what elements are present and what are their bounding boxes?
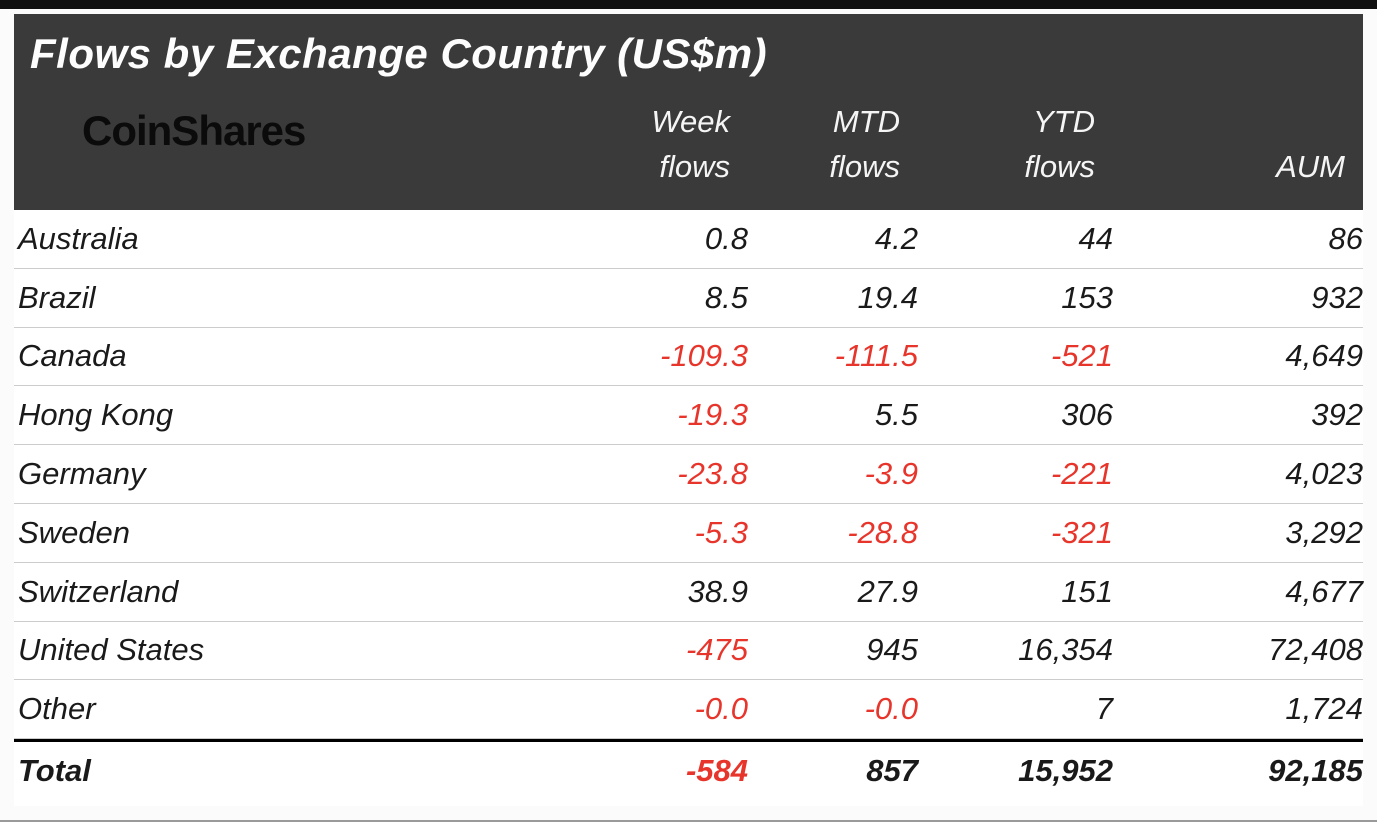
cell-value: -221 (1050, 456, 1113, 492)
table-row: Germany -23.8 -3.9 -221 4,023 (14, 445, 1363, 504)
cell-value: 0.8 (704, 220, 748, 256)
column-header-mtd: MTD flows (829, 104, 900, 185)
row-label: Germany (18, 456, 146, 492)
cell-value: 945 (866, 632, 918, 668)
column-header-aum: AUM (1276, 149, 1345, 185)
cell-value: 38.9 (687, 573, 748, 609)
top-border-strip (0, 0, 1377, 9)
row-label: Other (18, 691, 96, 727)
cell-value: 4,649 (1285, 338, 1363, 374)
cell-value: -521 (1050, 338, 1113, 374)
cell-value: 7 (1095, 691, 1113, 727)
cell-value: -475 (685, 632, 748, 668)
table-row: Brazil 8.5 19.4 153 932 (14, 269, 1363, 328)
row-label: United States (18, 632, 205, 668)
column-header-week: Week flows (651, 104, 730, 185)
cell-value: 8.5 (704, 279, 748, 315)
cell-value: -0.0 (694, 691, 748, 727)
row-label: Hong Kong (18, 397, 174, 433)
cell-value: 86 (1328, 220, 1363, 256)
row-label: Total (18, 753, 91, 789)
cell-value: -321 (1050, 514, 1113, 550)
cell-value: 3,292 (1285, 514, 1363, 550)
row-label: Australia (18, 220, 139, 256)
cell-value: -109.3 (660, 338, 748, 374)
table-row: Switzerland 38.9 27.9 151 4,677 (14, 563, 1363, 622)
column-header-row: CoinShares Week flows MTD flows YTD flows AUM (30, 84, 1345, 202)
cell-value: 27.9 (857, 573, 918, 609)
cell-value: 306 (1061, 397, 1113, 433)
column-header-ytd: YTD flows (1024, 104, 1095, 185)
table-header: Flows by Exchange Country (US$m) CoinSha… (14, 14, 1363, 210)
table-title: Flows by Exchange Country (US$m) (30, 30, 768, 77)
cell-value: 19.4 (857, 279, 918, 315)
cell-value: 92,185 (1268, 753, 1363, 789)
row-label: Brazil (18, 279, 96, 315)
table-row: Sweden -5.3 -28.8 -321 3,292 (14, 504, 1363, 563)
cell-value: -28.8 (847, 514, 918, 550)
cell-value: -23.8 (677, 456, 748, 492)
flows-table-card: Flows by Exchange Country (US$m) CoinSha… (14, 14, 1363, 806)
cell-value: 15,952 (1018, 753, 1113, 789)
cell-value: -19.3 (677, 397, 748, 433)
table-row: Hong Kong -19.3 5.5 306 392 (14, 386, 1363, 446)
cell-value: -3.9 (864, 456, 918, 492)
cell-value: -5.3 (694, 514, 748, 550)
cell-value: 4.2 (874, 220, 918, 256)
cell-value: 153 (1061, 279, 1113, 315)
row-label: Sweden (18, 514, 131, 550)
cell-value: -584 (685, 753, 748, 789)
table-body: Australia 0.8 4.2 44 86 Brazil 8.5 19.4 153 932 Ca… (14, 210, 1363, 801)
cell-value: 5.5 (874, 397, 918, 433)
table-row: Australia 0.8 4.2 44 86 (14, 210, 1363, 269)
cell-value: 16,354 (1018, 632, 1113, 668)
cell-value: -0.0 (864, 691, 918, 727)
cell-value: 151 (1061, 573, 1113, 609)
cell-value: -111.5 (834, 338, 918, 374)
cell-value: 72,408 (1268, 632, 1363, 668)
cell-value: 4,023 (1285, 456, 1363, 492)
cell-value: 392 (1311, 397, 1363, 433)
cell-value: 932 (1311, 279, 1363, 315)
row-label: Switzerland (18, 573, 179, 609)
cell-value: 1,724 (1285, 691, 1363, 727)
cell-value: 4,677 (1285, 573, 1363, 609)
cell-value: 44 (1078, 220, 1113, 256)
row-label: Canada (18, 338, 127, 374)
cell-value: 857 (866, 753, 918, 789)
table-row: Canada -109.3 -111.5 -521 4,649 (14, 328, 1363, 387)
total-row: Total -584 857 15,952 92,185 (14, 739, 1363, 800)
coinshares-logo: CoinShares (82, 107, 306, 154)
table-row: Other -0.0 -0.0 7 1,724 (14, 680, 1363, 740)
table-row: United States -475 945 16,354 72,408 (14, 622, 1363, 681)
